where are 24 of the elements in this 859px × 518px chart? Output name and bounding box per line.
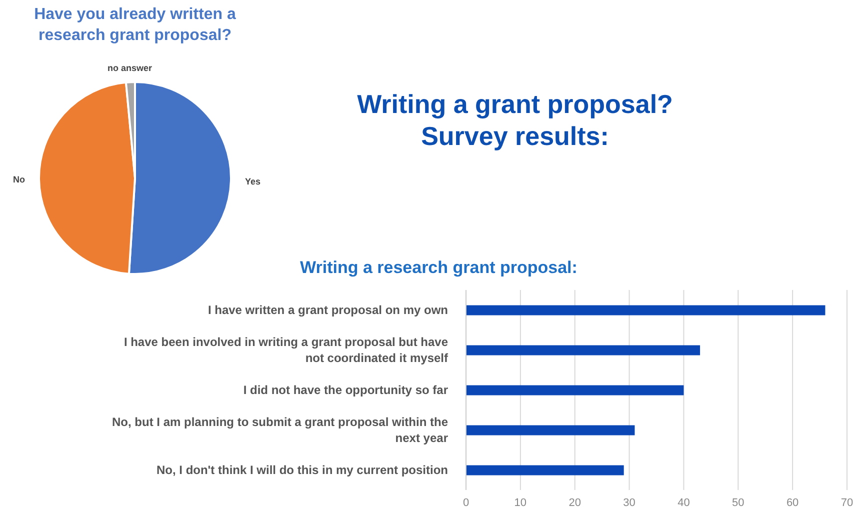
bar [466, 345, 700, 356]
x-tick-label: 10 [514, 496, 527, 509]
slice-label: Yes [244, 176, 260, 186]
y-tick-label: I have written a grant proposal on my own [208, 303, 448, 317]
y-tick-label: I did not have the opportunity so far [243, 383, 448, 397]
y-tick-label: I have been involved in writing a grant proposal but have not coordinated it myself [124, 335, 449, 365]
x-tick-label: 40 [678, 496, 690, 509]
bar [466, 305, 826, 316]
slice-label: no answer [108, 63, 153, 74]
x-tick-label: 30 [623, 496, 636, 509]
bar [466, 425, 635, 436]
x-tick-label: 0 [462, 496, 470, 509]
text: Writing a grant proposal? Survey results: [356, 88, 674, 152]
chart-title: Have you already written a research grant proposal? [33, 5, 237, 46]
x-tick-label: 20 [568, 496, 581, 509]
bar [466, 465, 624, 476]
x-tick-label: 60 [786, 496, 799, 509]
x-tick-label: 50 [732, 496, 744, 509]
slice-label: No [13, 174, 26, 185]
x-tick-label: 70 [840, 496, 854, 509]
y-tick-label: No, I don't think I will do this in my current position [156, 463, 448, 477]
chart-title: Writing a research grant proposal: [300, 258, 578, 278]
y-tick-label: No, but I am planning to submit a grant proposal within the next year [112, 415, 448, 445]
bar [466, 385, 684, 396]
